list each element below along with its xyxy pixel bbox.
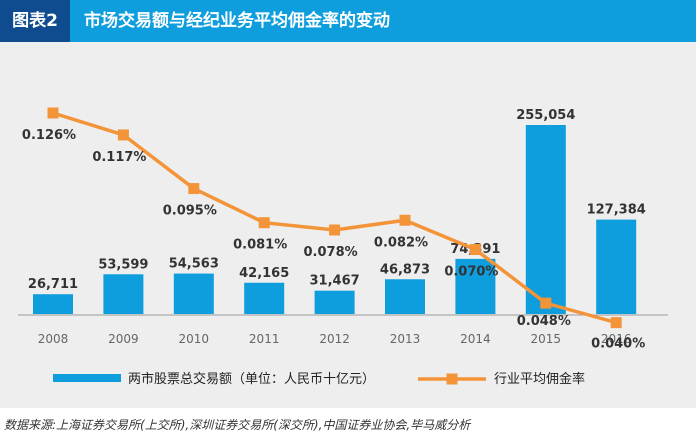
- x-tick-2013: 2013: [390, 332, 421, 346]
- legend-line-label: 行业平均佣金率: [494, 371, 585, 387]
- bar-2009: [103, 274, 144, 314]
- x-tick-2008: 2008: [38, 332, 69, 346]
- line-label-2008: 0.126%: [22, 128, 76, 143]
- line-point-2013: [399, 214, 411, 226]
- line-point-2015: [540, 297, 552, 309]
- line-point-2012: [329, 224, 341, 236]
- line-point-2011: [258, 217, 270, 229]
- x-tick-2010: 2010: [179, 332, 210, 346]
- bar-2016: [596, 219, 637, 314]
- legend-bar-swatch: [53, 374, 121, 382]
- x-tick-2015: 2015: [531, 332, 562, 346]
- legend-bar-label: 两市股票总交易额（单位：人民币十亿元）: [128, 371, 375, 387]
- bar-label-2016: 127,384: [587, 203, 646, 218]
- line-label-2010: 0.095%: [163, 204, 217, 219]
- bar-label-2013: 46,873: [380, 262, 430, 277]
- x-tick-2011: 2011: [249, 332, 280, 346]
- line-label-2009: 0.117%: [92, 150, 146, 165]
- line-point-2009: [117, 129, 129, 141]
- bar-2014: [455, 258, 496, 314]
- chart-title: 市场交易额与经纪业务平均佣金率的变动: [84, 11, 390, 31]
- line-label-2016: 0.040%: [591, 337, 645, 352]
- bar-2010: [173, 273, 214, 314]
- line-point-2016: [610, 317, 622, 329]
- bar-label-2009: 53,599: [98, 257, 148, 272]
- line-point-2010: [188, 183, 200, 195]
- chart-panel: 26,71153,59954,56342,16531,46746,87374,3…: [0, 42, 696, 408]
- bar-label-2012: 31,467: [310, 274, 360, 289]
- bar-label-2011: 42,165: [239, 266, 289, 281]
- figure-number: 图表2: [0, 0, 70, 42]
- bar-label-2010: 54,563: [169, 257, 219, 272]
- bar-2011: [244, 282, 285, 314]
- bar-2013: [385, 279, 425, 314]
- figure-header: 图表2 市场交易额与经纪业务平均佣金率的变动: [0, 0, 696, 42]
- line-point-2008: [47, 107, 59, 119]
- bar-2012: [314, 290, 355, 314]
- line-point-2014: [469, 244, 481, 255]
- data-source-note: 数据来源:上海证券交易所(上交所),深圳证券交易所(深交所),中国证券业协会,毕…: [4, 418, 471, 432]
- line-label-2013: 0.082%: [374, 235, 428, 250]
- line-label-2014: 0.070%: [444, 265, 498, 280]
- line-label-2015: 0.048%: [517, 314, 571, 329]
- bar-label-2015: 255,054: [516, 108, 575, 123]
- bar-label-2008: 26,711: [28, 277, 78, 292]
- bar-2015: [525, 125, 566, 314]
- line-label-2012: 0.078%: [304, 245, 358, 260]
- x-tick-2012: 2012: [319, 332, 350, 346]
- chart-svg: 26,71153,59954,56342,16531,46746,87374,3…: [18, 107, 668, 387]
- legend-line-marker: [446, 373, 458, 385]
- x-tick-2016: 2016: [601, 332, 632, 346]
- x-tick-2009: 2009: [108, 332, 139, 346]
- x-tick-2014: 2014: [460, 332, 491, 346]
- bar-2008: [33, 294, 73, 314]
- line-label-2011: 0.081%: [233, 238, 287, 253]
